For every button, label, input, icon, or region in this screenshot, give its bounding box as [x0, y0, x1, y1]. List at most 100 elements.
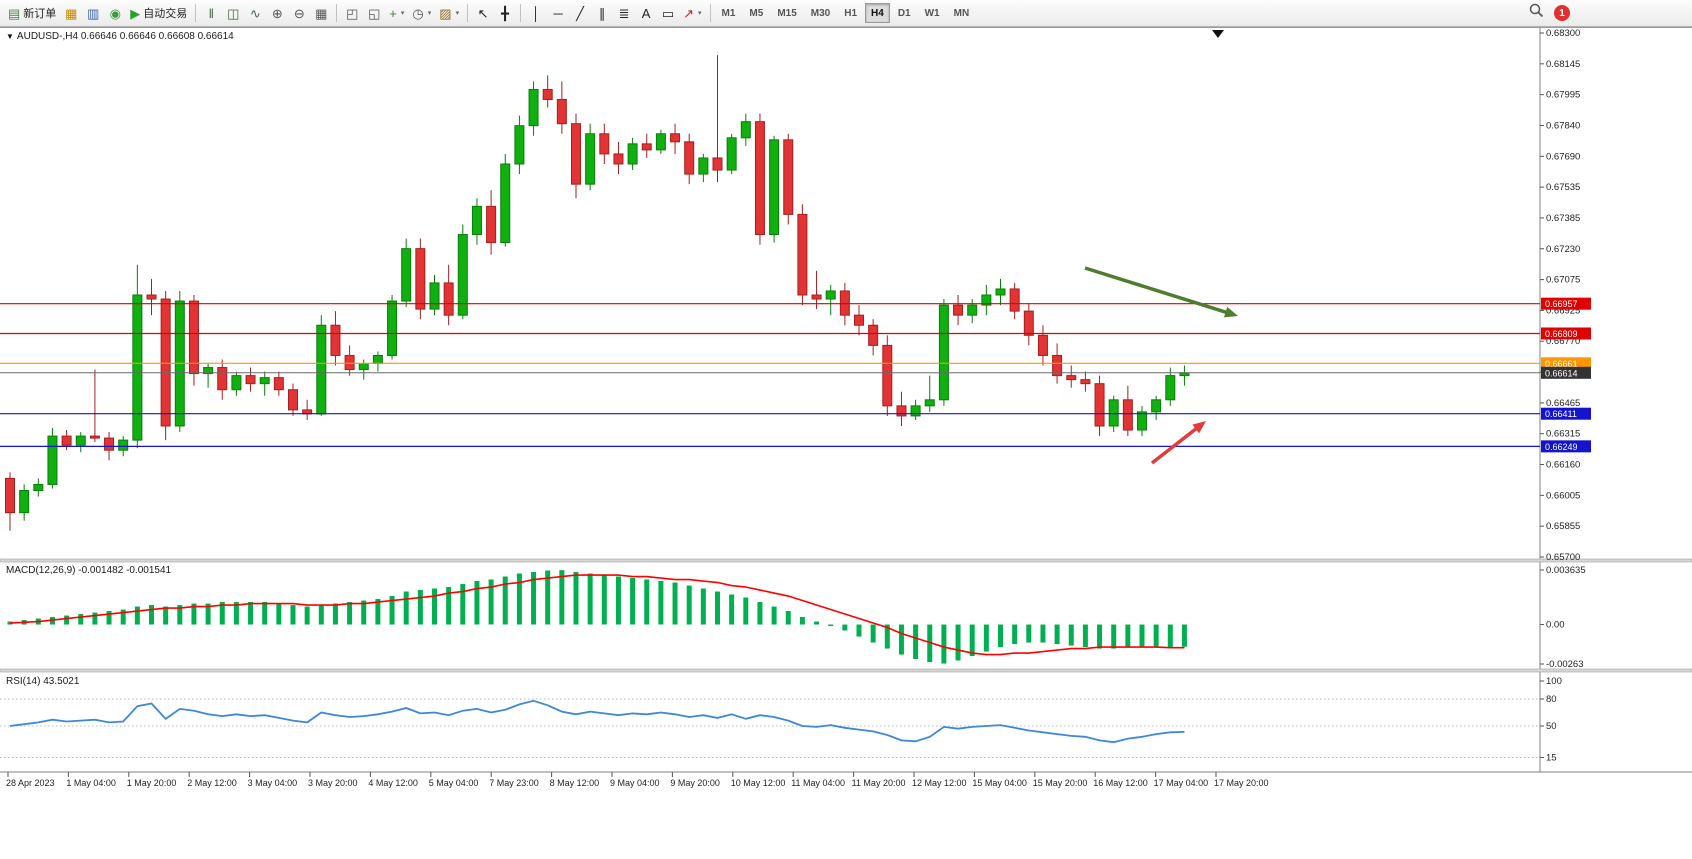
candle	[104, 437, 115, 451]
time-axis-label: 12 May 12:00	[912, 778, 967, 788]
candle	[217, 367, 228, 391]
candle	[471, 205, 482, 236]
periods-button[interactable]: ◷ ▾	[408, 2, 435, 24]
crosshair-button[interactable]: ╋	[494, 2, 516, 24]
indicators-button[interactable]: + ▾	[385, 2, 408, 24]
dropdown-caret-icon[interactable]: ▾	[400, 10, 405, 17]
candle	[571, 123, 581, 185]
price-level-tag-label: 0.66809	[1545, 329, 1578, 339]
fibonacci-button[interactable]: ≣	[613, 2, 635, 24]
candle	[1037, 334, 1048, 356]
templates-button[interactable]: ▨ ▾	[435, 2, 463, 24]
macd-panel	[7, 570, 1187, 664]
downtrend-arrow[interactable]	[1084, 266, 1230, 315]
arrows-button[interactable]: ↗ ▾	[679, 2, 705, 24]
time-axis-label: 5 May 04:00	[429, 778, 479, 788]
notification-badge[interactable]: 1	[1554, 5, 1570, 21]
bounce-arrow[interactable]	[1150, 425, 1200, 465]
vertical-line-button[interactable]: │	[525, 2, 547, 24]
auto-trading-button[interactable]: ▶ 自动交易	[126, 2, 191, 24]
zoom-in-button[interactable]: ⊕	[266, 2, 288, 24]
dropdown-caret-icon[interactable]: ▾	[455, 10, 460, 17]
auto-trading-button-label: 自动交易	[143, 8, 188, 20]
new-order-button-label: 新订单	[23, 8, 57, 20]
line-chart-button[interactable]: ∿	[244, 2, 266, 24]
toolbar-separator	[467, 4, 469, 22]
horizontal-line-button[interactable]: ─	[547, 2, 569, 24]
candle	[655, 133, 666, 151]
new-order-button[interactable]: ▤ 新订单	[4, 2, 60, 24]
candle	[698, 157, 709, 175]
candle	[910, 405, 921, 417]
timeframe-m5-button[interactable]: M5	[749, 7, 764, 19]
price-level-tag	[1541, 327, 1591, 340]
candle	[273, 377, 284, 391]
chart-shift-marker[interactable]	[1212, 30, 1224, 38]
timeframe-h1-button[interactable]: H1	[844, 7, 858, 19]
panel-separator-rsi[interactable]	[0, 668, 1692, 673]
candle	[967, 304, 978, 316]
refresh-button[interactable]: ◉	[104, 2, 126, 24]
auto-trading-icon: ▶	[130, 5, 141, 21]
cursor-button[interactable]: ↖	[472, 2, 494, 24]
candlestick-button[interactable]: ◫	[222, 2, 244, 24]
time-axis-label: 16 May 12:00	[1093, 778, 1148, 788]
candle	[825, 290, 836, 300]
line-chart-icon: ∿	[249, 5, 261, 21]
cascade-icon: ◰	[346, 5, 359, 21]
price-tick-label: 0.67690	[1546, 151, 1580, 162]
timeframe-mn-button[interactable]: MN	[953, 7, 970, 19]
candle	[1052, 354, 1063, 377]
tile-windows-button[interactable]: ▦	[310, 2, 332, 24]
search-icon[interactable]	[1529, 3, 1544, 23]
candle	[330, 324, 341, 356]
text-button[interactable]: A	[635, 2, 657, 24]
candle	[1137, 411, 1147, 431]
price-tick-label: 0.66925	[1546, 305, 1580, 316]
toolbar-separator	[195, 4, 197, 22]
cascade-button[interactable]: ◰	[341, 2, 363, 24]
candle	[443, 282, 454, 316]
bar-chart-icon: ‖	[208, 5, 214, 21]
profiles-button[interactable]: ▥	[82, 2, 104, 24]
price-tick-label: 0.67075	[1546, 275, 1580, 286]
arrange-button[interactable]: ◱	[363, 2, 385, 24]
cursor-icon: ↖	[477, 5, 489, 21]
toolbar-separator	[520, 4, 522, 22]
toolbar-separator	[709, 4, 711, 22]
candle	[995, 288, 1006, 296]
bar-chart-button[interactable]: ‖	[200, 2, 222, 24]
timeframe-d1-button[interactable]: D1	[897, 7, 911, 19]
time-axis-label: 9 May 04:00	[610, 778, 660, 788]
time-axis-label: 28 Apr 2023	[6, 778, 55, 788]
rsi-panel	[0, 698, 1540, 758]
channel-button[interactable]: ∥	[591, 2, 613, 24]
timeframe-w1-button[interactable]: W1	[924, 7, 940, 19]
chart-dropdown-icon[interactable]: ▼	[6, 32, 14, 41]
charts-button[interactable]: ▦	[60, 2, 82, 24]
time-axis-label: 7 May 23:00	[489, 778, 539, 788]
dropdown-caret-icon[interactable]: ▾	[697, 10, 702, 17]
candle	[387, 300, 398, 356]
panel-separator-macd[interactable]	[0, 558, 1692, 563]
candle	[1009, 288, 1020, 312]
candle	[245, 375, 256, 385]
label-button[interactable]: ▭	[657, 2, 679, 24]
candle	[415, 248, 426, 310]
price-level-tag-label: 0.66661	[1545, 359, 1578, 369]
dropdown-caret-icon[interactable]: ▾	[427, 10, 432, 17]
timeframe-m30-button[interactable]: M30	[810, 7, 831, 19]
candle	[5, 477, 15, 514]
timeframe-m15-button[interactable]: M15	[777, 7, 797, 19]
timeframe-h4-button[interactable]: H4	[865, 3, 890, 23]
candlestick-icon: ◫	[227, 5, 240, 21]
crosshair-icon: ╋	[501, 5, 509, 21]
candle	[146, 294, 157, 300]
timeframe-m1-button[interactable]: M1	[721, 7, 736, 19]
candle	[457, 234, 468, 316]
trendline-button[interactable]: ╱	[569, 2, 591, 24]
zoom-out-button[interactable]: ⊖	[288, 2, 310, 24]
time-axis-label: 1 May 20:00	[127, 778, 177, 788]
